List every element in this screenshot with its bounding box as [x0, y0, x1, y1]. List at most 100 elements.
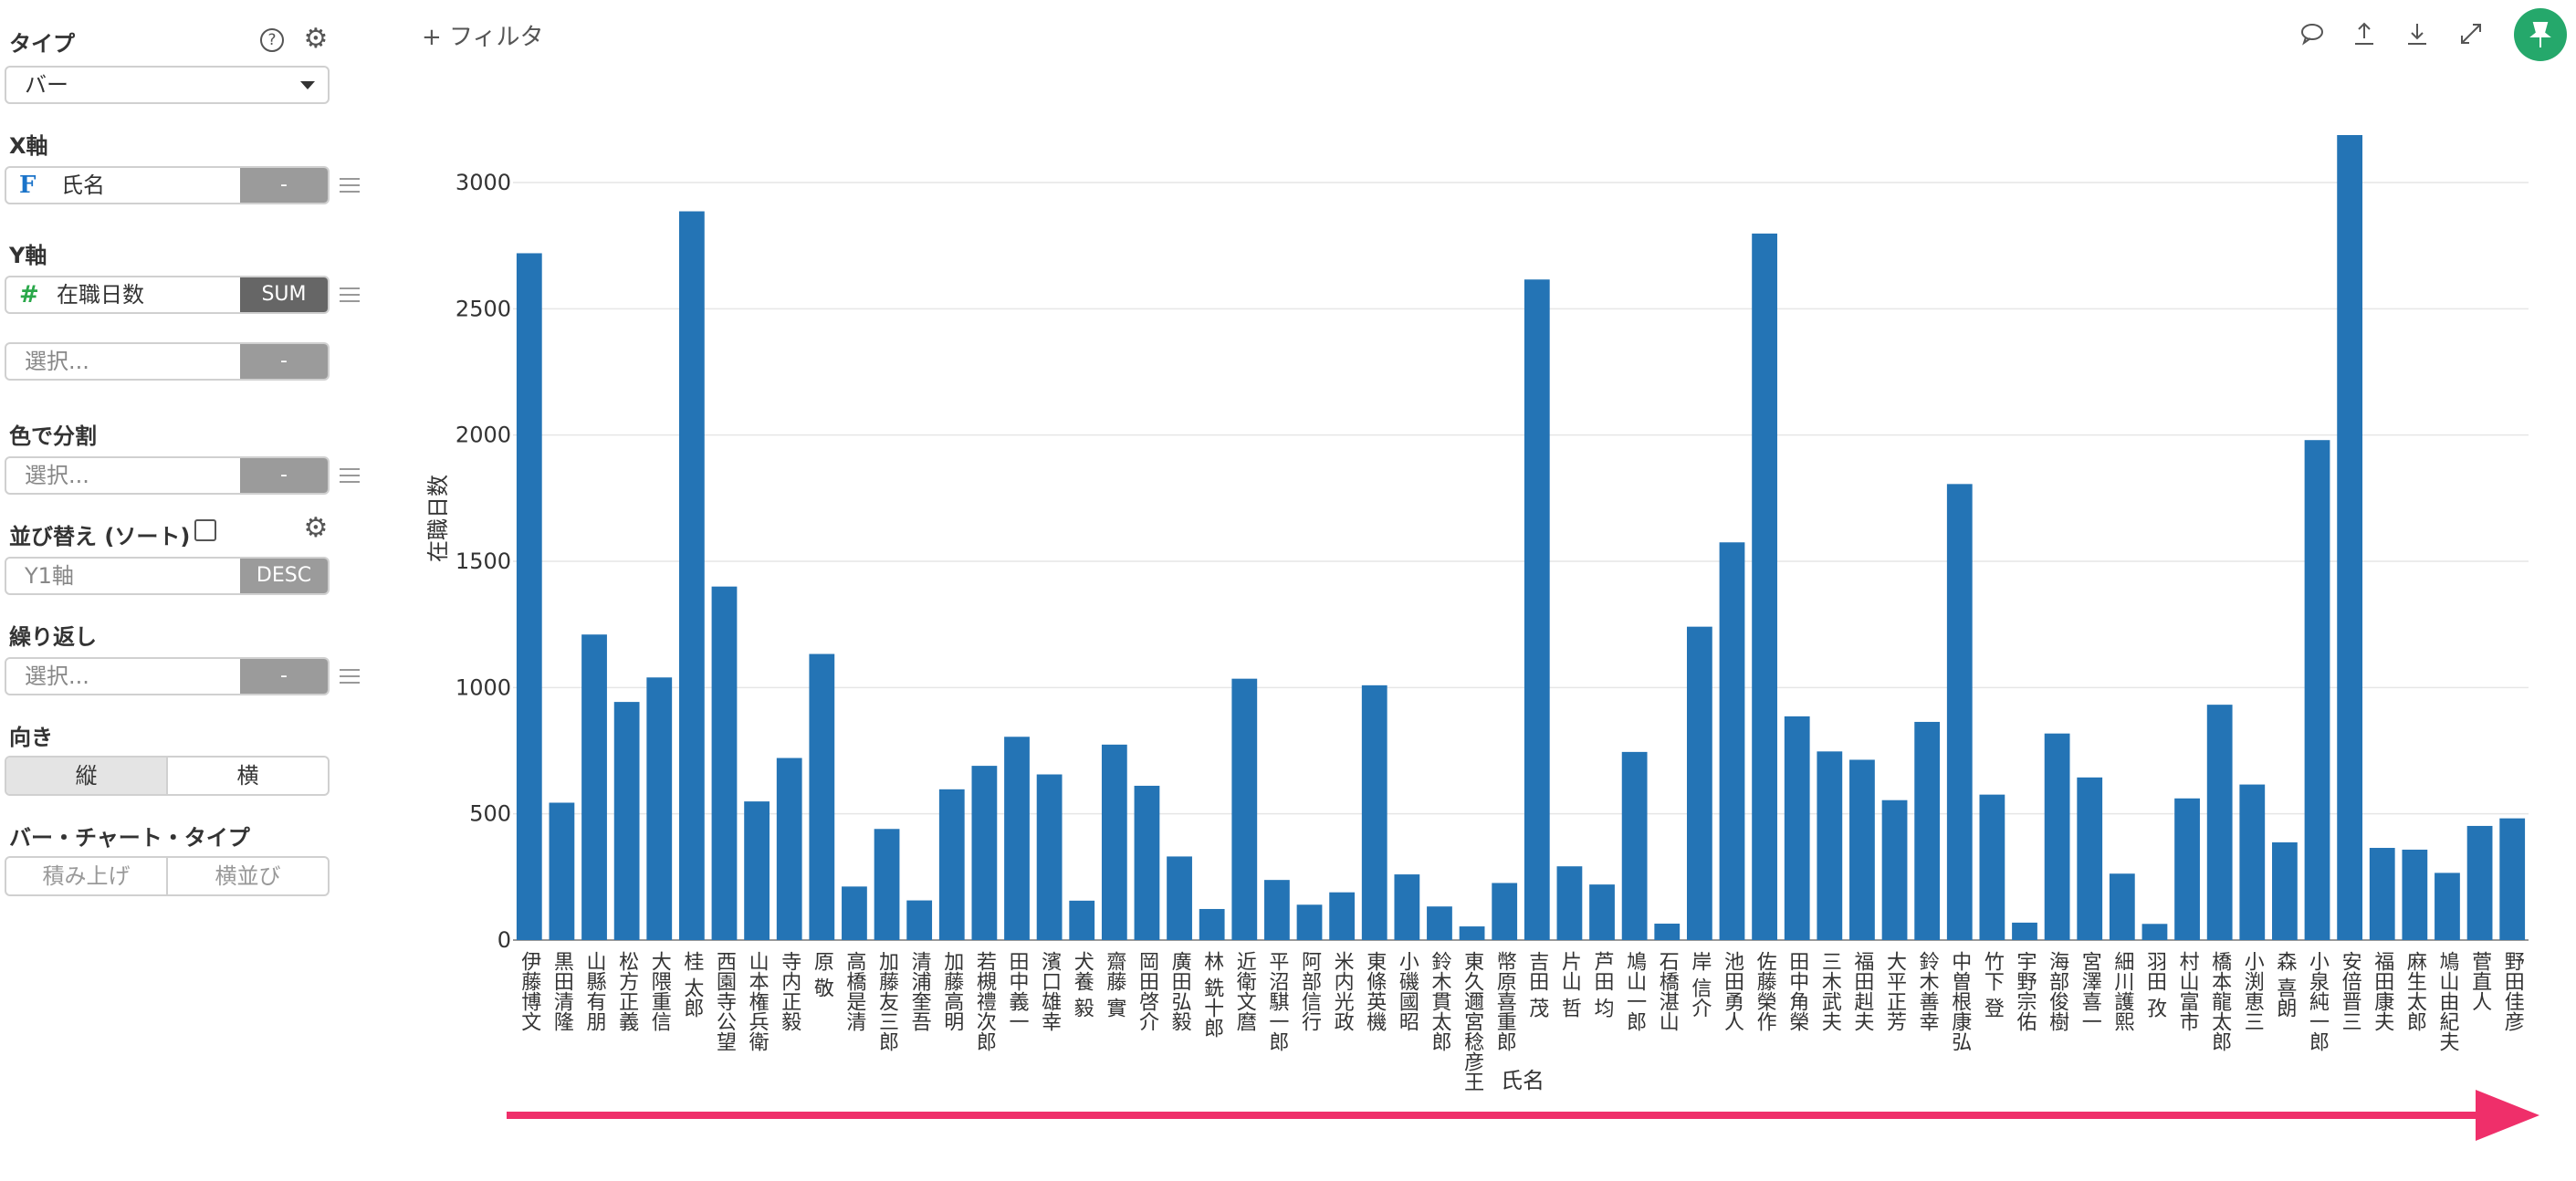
upload-icon[interactable] — [2351, 20, 2378, 47]
y2-axis-field[interactable]: 選択... - — [5, 342, 330, 381]
y-tick-label: 0 — [497, 927, 511, 953]
bar[interactable] — [874, 829, 900, 940]
bar[interactable] — [1719, 542, 1745, 940]
type-select[interactable]: バー — [5, 66, 330, 104]
bar[interactable] — [1101, 744, 1127, 940]
bar[interactable] — [581, 634, 607, 940]
bar[interactable] — [776, 758, 802, 940]
bar[interactable] — [2499, 818, 2526, 940]
bar[interactable] — [2272, 841, 2298, 940]
bar[interactable] — [1459, 926, 1485, 940]
bar[interactable] — [1394, 874, 1420, 940]
bar[interactable] — [678, 211, 705, 941]
bar[interactable] — [1589, 884, 1615, 940]
drag-handle-icon[interactable] — [340, 287, 360, 302]
bar[interactable] — [711, 586, 738, 940]
bar[interactable] — [613, 702, 640, 940]
bar[interactable] — [1979, 794, 2005, 940]
bar[interactable] — [842, 886, 867, 940]
bar[interactable] — [646, 677, 673, 940]
bar[interactable] — [809, 653, 835, 940]
repeat-field[interactable]: 選択... - — [5, 657, 330, 695]
bar[interactable] — [1296, 904, 1323, 940]
repeat-agg-button[interactable]: - — [240, 659, 328, 694]
bar[interactable] — [2141, 924, 2168, 940]
bar[interactable] — [1817, 751, 1843, 940]
bar[interactable] — [2206, 705, 2233, 940]
bar[interactable] — [2369, 848, 2395, 940]
bar[interactable] — [1524, 279, 1550, 940]
gear-icon[interactable]: ⚙ — [303, 23, 329, 55]
bar[interactable] — [1556, 866, 1583, 940]
bar[interactable] — [2466, 825, 2493, 940]
x-axis-title: 氏名 — [1501, 1068, 1545, 1093]
x-tick-label: 鈴木貫太郎 — [1428, 951, 1451, 1051]
bar[interactable] — [938, 789, 965, 940]
download-icon[interactable] — [2403, 20, 2431, 47]
bar[interactable] — [2012, 922, 2037, 940]
bar[interactable] — [1329, 892, 1356, 940]
sort-gear-icon[interactable]: ⚙ — [303, 512, 329, 544]
bar[interactable] — [1946, 484, 1973, 940]
bar[interactable] — [1069, 900, 1095, 940]
bar[interactable] — [2304, 440, 2330, 940]
bar[interactable] — [2402, 849, 2428, 940]
number-type-icon: # — [19, 281, 39, 308]
y-axis-agg-button[interactable]: SUM — [240, 277, 328, 312]
x-axis-field[interactable]: F 氏名 - — [5, 166, 330, 204]
bar[interactable] — [2109, 873, 2135, 940]
sort-checkbox[interactable] — [194, 519, 216, 541]
bar[interactable] — [1036, 774, 1063, 940]
bar[interactable] — [1492, 883, 1518, 940]
bar[interactable] — [1621, 751, 1648, 940]
bar[interactable] — [971, 766, 998, 940]
bar[interactable] — [549, 802, 575, 940]
bar[interactable] — [1914, 721, 1941, 940]
comment-icon[interactable] — [2299, 20, 2326, 47]
bar[interactable] — [906, 900, 933, 940]
bar[interactable] — [1231, 678, 1258, 940]
pin-button[interactable] — [2514, 8, 2567, 61]
bar-type-stacked-button[interactable]: 積み上げ — [42, 863, 131, 889]
bar[interactable] — [1264, 880, 1290, 940]
bar[interactable] — [1361, 685, 1387, 940]
sort-order-button[interactable]: DESC — [240, 559, 328, 593]
y-axis-field[interactable]: # 在職日数 SUM — [5, 276, 330, 314]
drag-handle-icon[interactable] — [340, 178, 360, 193]
orientation-horizontal-button[interactable]: 横 — [166, 758, 328, 794]
bar[interactable] — [744, 801, 770, 940]
add-filter-button[interactable]: + フィルタ — [422, 24, 544, 51]
help-icon[interactable]: ? — [260, 28, 284, 52]
bar[interactable] — [1199, 908, 1225, 940]
bar[interactable] — [1752, 233, 1777, 941]
bar[interactable] — [2435, 873, 2460, 940]
bar[interactable] — [2077, 777, 2103, 940]
bar[interactable] — [1784, 716, 1810, 940]
expand-icon[interactable] — [2457, 20, 2485, 47]
x-tick-label: 加藤友三郎 — [875, 951, 899, 1051]
bar[interactable] — [1849, 759, 1875, 940]
color-agg-button[interactable]: - — [240, 458, 328, 493]
bar[interactable] — [1427, 906, 1452, 940]
bar[interactable] — [2337, 134, 2363, 940]
bar[interactable] — [1004, 737, 1030, 940]
sort-field[interactable]: Y1軸 DESC — [5, 557, 330, 595]
drag-handle-icon[interactable] — [340, 669, 360, 684]
x-axis-agg-button[interactable]: - — [240, 168, 328, 203]
x-tick-label: 小磯國昭 — [1396, 951, 1419, 1031]
x-tick-label: 石橋湛山 — [1656, 951, 1680, 1031]
bar[interactable] — [1134, 785, 1160, 940]
bar[interactable] — [516, 253, 542, 940]
orientation-vertical-button[interactable]: 縦 — [6, 758, 166, 794]
bar[interactable] — [1654, 924, 1681, 940]
drag-handle-icon[interactable] — [340, 468, 360, 483]
bar[interactable] — [2044, 733, 2070, 940]
y2-axis-agg-button[interactable]: - — [240, 344, 328, 379]
bar[interactable] — [2239, 784, 2266, 940]
bar-type-grouped-button[interactable]: 横並び — [166, 858, 328, 894]
color-field[interactable]: 選択... - — [5, 456, 330, 495]
bar[interactable] — [1686, 626, 1712, 940]
bar[interactable] — [1881, 800, 1908, 940]
bar[interactable] — [1167, 856, 1192, 940]
bar[interactable] — [2174, 798, 2200, 940]
